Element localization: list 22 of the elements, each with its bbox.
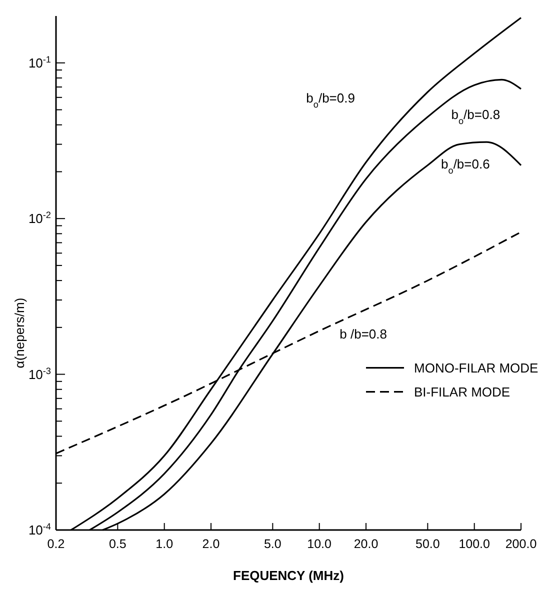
annotation: b /b=0.8	[340, 326, 388, 342]
x-tick-label: 2.0	[202, 537, 220, 551]
y-tick-label: 10$^{-2}$	[28, 210, 51, 226]
annotation: b$_{o}$/b=0.8	[451, 106, 500, 126]
legend-label: MONO-FILAR MODE	[414, 360, 539, 376]
x-tick-label: 0.5	[108, 537, 126, 551]
x-tick-label: 20.0	[354, 537, 378, 551]
x-tick-label: 200.0	[505, 537, 537, 551]
x-tick-label: 100.0	[458, 537, 490, 551]
y-tick-label: 10$^{-1}$	[28, 54, 51, 70]
y-axis-title: α(nepers/m)	[12, 298, 27, 368]
x-tick-label: 50.0	[416, 537, 440, 551]
x-axis-title: FEQUENCY (MHz)	[233, 568, 344, 583]
y-tick-label: 10$^{-3}$	[28, 366, 51, 382]
x-tick-label: 10.0	[307, 537, 332, 551]
annotation: b$_{o}$/b=0.6	[441, 156, 490, 176]
legend-label: BI-FILAR MODE	[414, 384, 510, 400]
annotation: b$_{o}$/b=0.9	[306, 90, 355, 110]
x-tick-label: 5.0	[264, 537, 282, 551]
x-tick-label: 0.2	[47, 537, 65, 551]
y-tick-label: 10$^{-4}$	[28, 522, 51, 538]
x-tick-label: 1.0	[156, 537, 174, 551]
